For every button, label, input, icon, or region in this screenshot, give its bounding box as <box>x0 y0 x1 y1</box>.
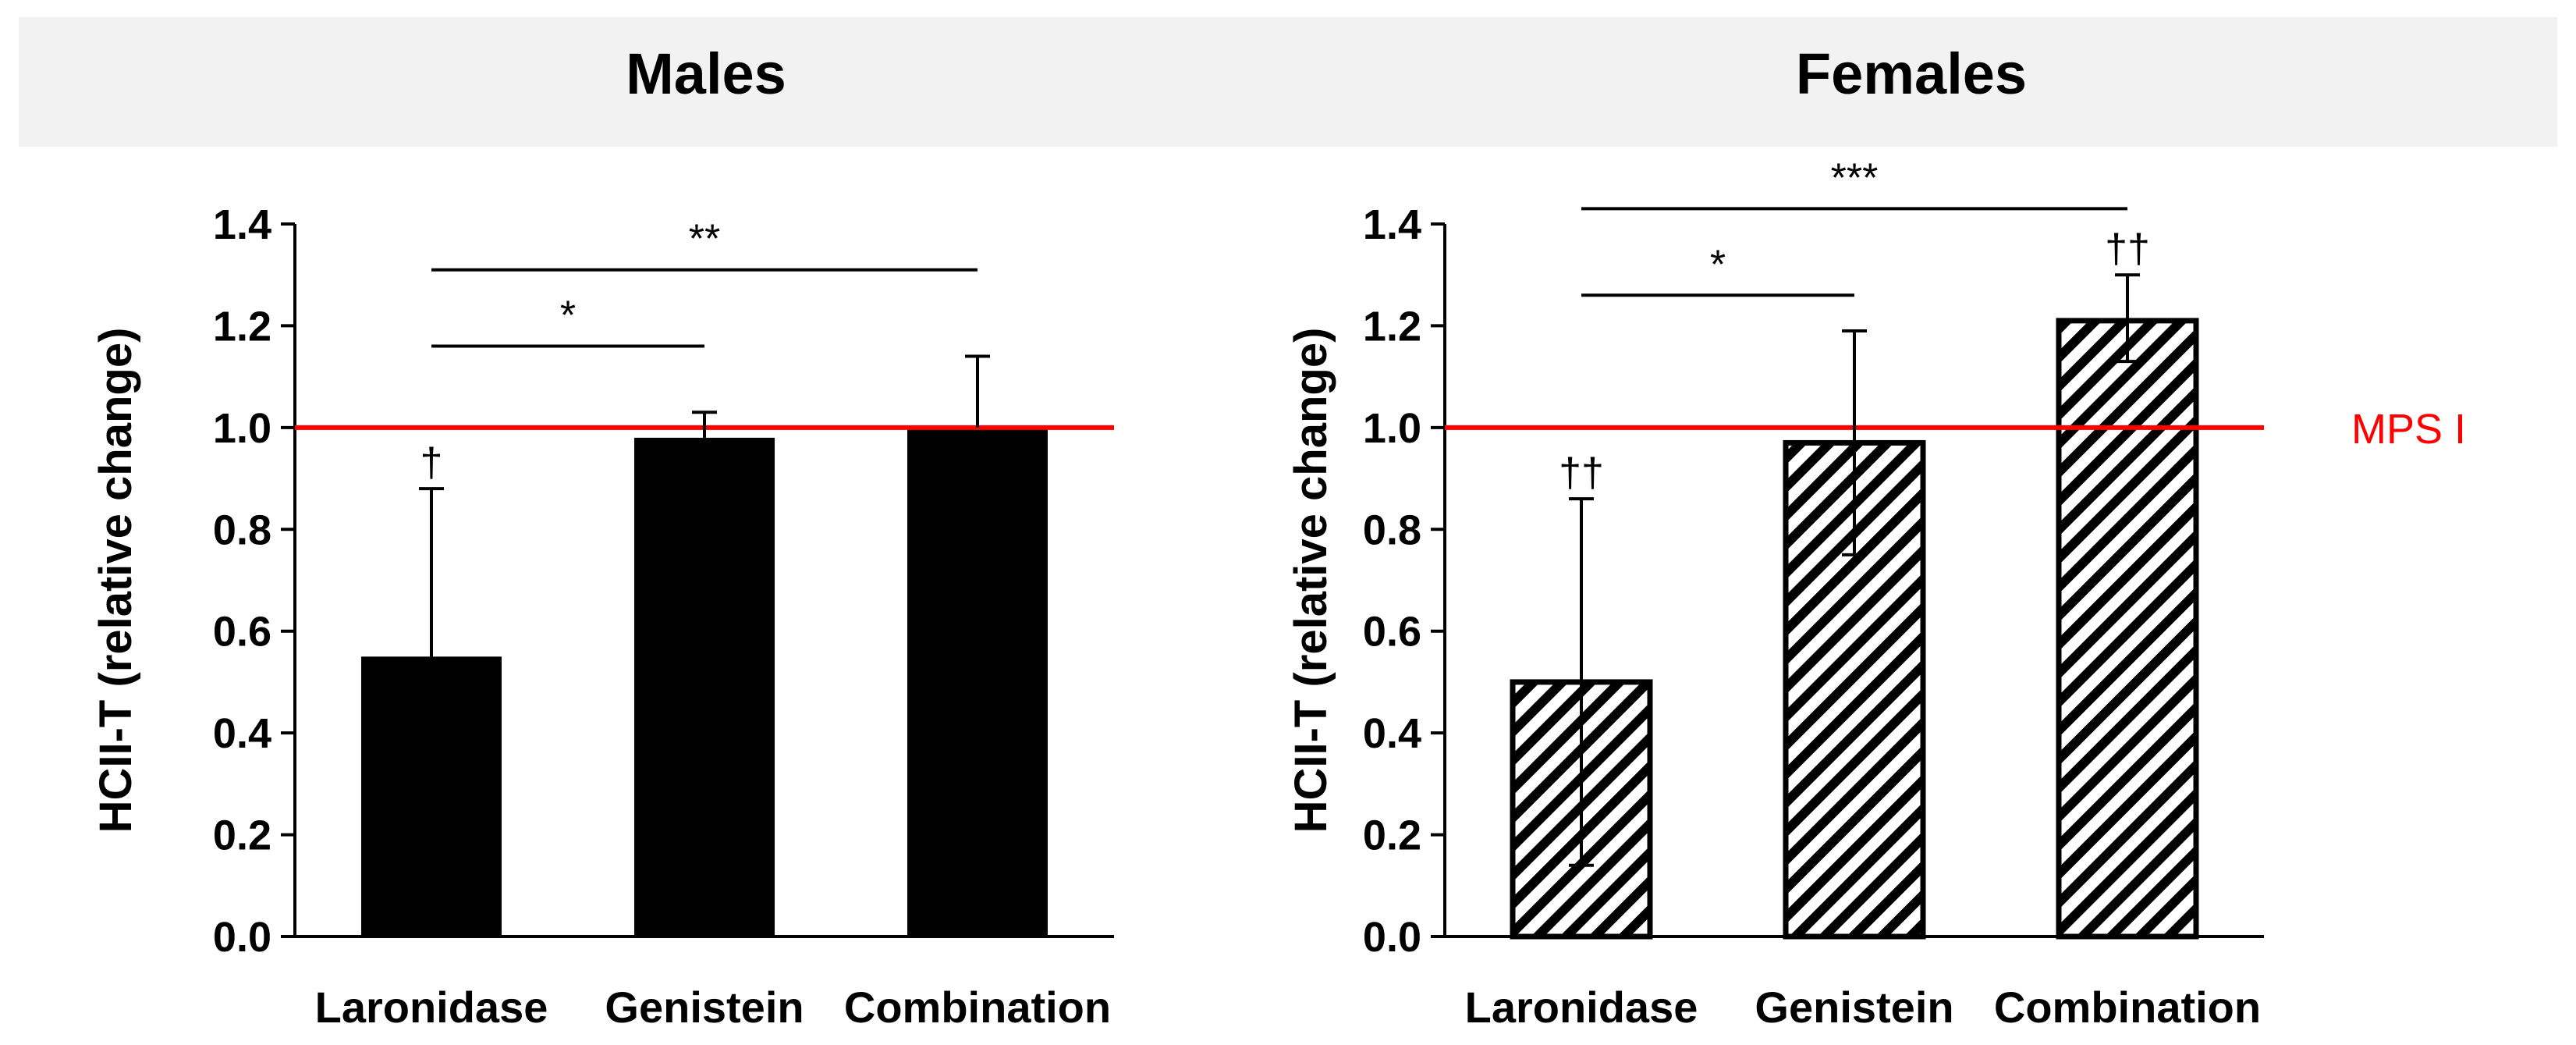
bar-annotation: †† <box>2105 226 2150 272</box>
bar-combination <box>2056 318 2199 940</box>
bar-genistein <box>634 437 775 937</box>
males-panel-title: Males <box>626 41 786 106</box>
bar-annotation: †† <box>1559 450 1604 496</box>
significance-label: * <box>1710 242 1726 287</box>
y-tick-label: 0.8 <box>213 507 271 553</box>
males-chart: 0.0 0.2 0.4 0.6 0.8 1.0 1.2 1.4 HCII-T (relative… <box>90 201 1114 1032</box>
y-tick-label: 0.8 <box>1363 507 1421 553</box>
x-tick-label: Laronidase <box>315 983 548 1032</box>
significance-label: * <box>560 293 576 339</box>
y-tick-label: 0.4 <box>213 710 271 757</box>
bar-laronidase <box>361 656 502 937</box>
x-tick-label: Genistein <box>605 983 804 1032</box>
header-band <box>19 17 2557 147</box>
y-tick-label: 0.6 <box>213 609 271 656</box>
y-tick-label: 1.0 <box>1363 405 1421 452</box>
y-tick-label: 0.2 <box>1363 812 1421 859</box>
x-tick-label: Combination <box>1994 983 2261 1032</box>
y-axis-title: HCII-T (relative change) <box>90 328 141 834</box>
x-tick-label: Genistein <box>1755 983 1953 1032</box>
y-tick-label: 1.0 <box>213 405 271 452</box>
bar-annotation: † <box>420 440 443 485</box>
females-panel-title: Females <box>1795 41 2028 106</box>
significance-label: *** <box>1831 155 1879 201</box>
significance-label: ** <box>689 217 720 262</box>
y-tick-label: 0.6 <box>1363 609 1421 656</box>
y-tick-label: 1.2 <box>1363 303 1421 350</box>
x-tick-label: Laronidase <box>1465 983 1698 1032</box>
y-tick-label: 1.2 <box>213 303 271 350</box>
y-tick-label: 1.4 <box>1363 201 1421 248</box>
y-axis-title: HCII-T (relative change) <box>1286 328 1336 834</box>
reference-line-label: MPS I <box>2351 406 2466 453</box>
y-tick-label: 0.0 <box>213 914 271 961</box>
y-tick-label: 1.4 <box>213 201 271 248</box>
x-tick-label: Combination <box>844 983 1111 1032</box>
y-tick-label: 0.0 <box>1363 914 1421 961</box>
females-chart: 0.0 0.2 0.4 0.6 0.8 1.0 1.2 1.4 HCII-T (relative… <box>1286 155 2466 1032</box>
y-tick-label: 0.2 <box>213 812 271 859</box>
y-tick-label: 0.4 <box>1363 710 1421 757</box>
bar-combination <box>907 427 1048 937</box>
